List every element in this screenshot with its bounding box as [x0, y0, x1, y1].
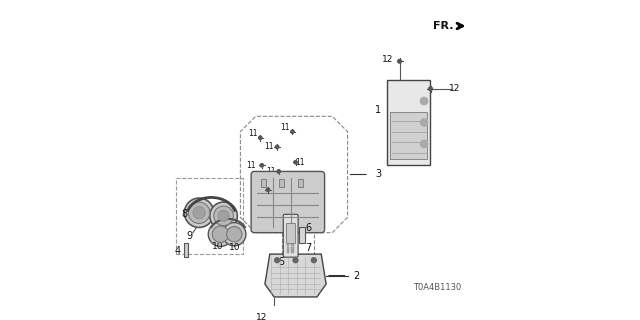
Circle shape: [260, 164, 264, 167]
Circle shape: [420, 140, 428, 148]
Circle shape: [275, 145, 279, 148]
Polygon shape: [265, 254, 326, 297]
Circle shape: [429, 87, 433, 91]
Text: 10: 10: [228, 244, 240, 252]
Circle shape: [294, 161, 297, 164]
Text: 11: 11: [266, 167, 276, 176]
Text: 11: 11: [246, 161, 256, 170]
Text: FR.: FR.: [433, 21, 453, 31]
Bar: [291, 251, 294, 252]
Text: 11: 11: [254, 185, 264, 194]
Bar: [286, 223, 295, 244]
Bar: [300, 227, 305, 244]
Circle shape: [210, 202, 237, 230]
Text: 4: 4: [175, 246, 180, 256]
Text: 8: 8: [182, 209, 188, 219]
Circle shape: [420, 119, 428, 126]
Text: 2: 2: [354, 270, 360, 281]
Bar: [390, 112, 427, 159]
Circle shape: [208, 222, 233, 246]
Text: 12: 12: [449, 84, 460, 93]
Text: 12: 12: [381, 55, 393, 64]
Circle shape: [184, 198, 214, 228]
Bar: [291, 247, 294, 250]
Circle shape: [420, 97, 428, 105]
Text: 12: 12: [256, 313, 268, 320]
Text: 3: 3: [375, 170, 381, 180]
Circle shape: [259, 136, 262, 140]
Text: 11: 11: [295, 158, 305, 167]
Circle shape: [277, 170, 280, 173]
Circle shape: [218, 210, 229, 221]
Bar: [287, 244, 289, 246]
Text: 1: 1: [375, 105, 381, 115]
Bar: [291, 244, 294, 246]
Circle shape: [266, 188, 269, 191]
Text: 11: 11: [264, 142, 273, 151]
FancyBboxPatch shape: [251, 172, 324, 233]
Text: 9: 9: [187, 231, 193, 241]
Bar: [184, 244, 188, 257]
Circle shape: [223, 223, 246, 246]
Text: 11: 11: [248, 129, 257, 138]
Text: 5: 5: [278, 257, 285, 267]
Bar: [287, 251, 289, 252]
Circle shape: [193, 207, 205, 219]
Circle shape: [291, 130, 294, 133]
Circle shape: [227, 227, 242, 242]
Text: 7: 7: [306, 243, 312, 253]
Circle shape: [212, 226, 228, 243]
Circle shape: [293, 258, 298, 263]
Circle shape: [214, 206, 234, 226]
Bar: [298, 179, 303, 187]
Text: 10: 10: [212, 242, 223, 251]
Circle shape: [188, 202, 210, 223]
Text: T0A4B1130: T0A4B1130: [413, 283, 461, 292]
FancyBboxPatch shape: [284, 214, 298, 257]
Bar: [287, 247, 289, 250]
FancyBboxPatch shape: [387, 80, 430, 165]
Circle shape: [272, 314, 276, 318]
Bar: [279, 179, 284, 187]
Circle shape: [275, 258, 280, 263]
Circle shape: [397, 60, 401, 63]
Text: 6: 6: [306, 223, 312, 233]
Circle shape: [312, 258, 316, 263]
Text: 11: 11: [280, 123, 289, 132]
Bar: [261, 179, 266, 187]
